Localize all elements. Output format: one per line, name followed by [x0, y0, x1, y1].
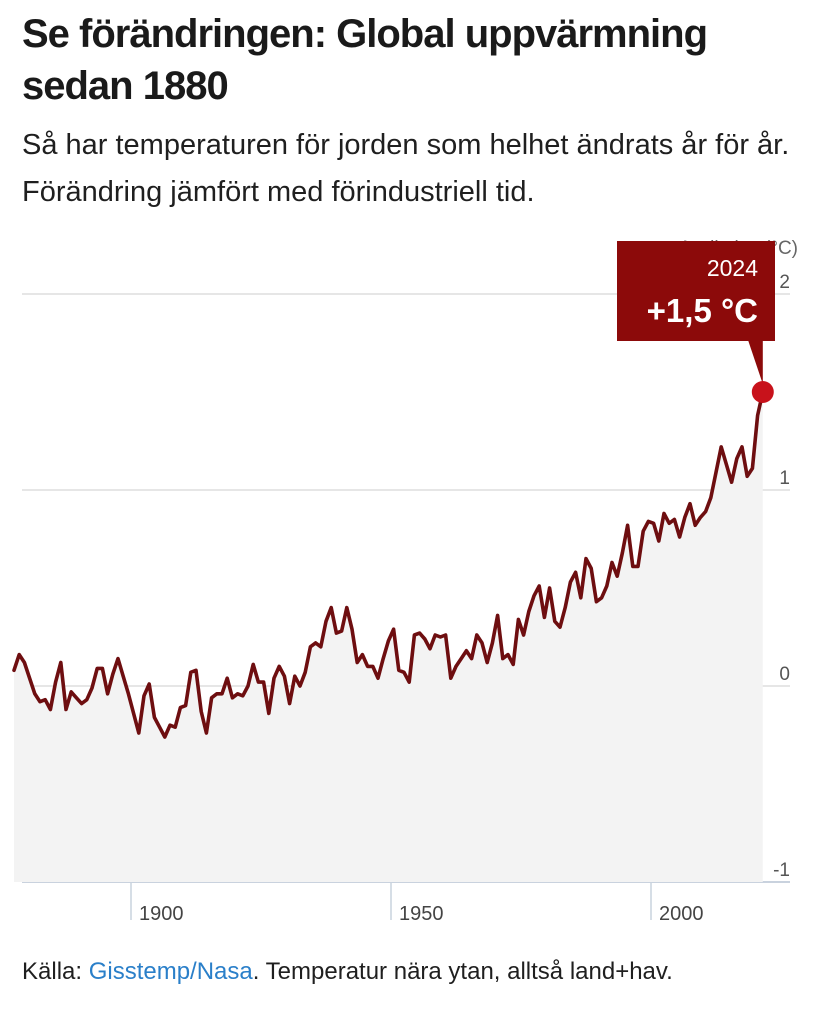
source-prefix: Källa:: [22, 958, 89, 985]
badge-box: [617, 241, 775, 341]
x-tick-label: 1900: [139, 903, 184, 925]
y-tick-label: 1: [779, 468, 790, 489]
x-tick-label: 2000: [659, 903, 704, 925]
y-tick-label: -1: [773, 860, 790, 881]
temperature-series-line: [12, 390, 765, 739]
y-tick-label: 2: [779, 272, 790, 293]
source-link[interactable]: Gisstemp/Nasa: [88, 958, 253, 985]
badge-value-label: +1,5 °C: [647, 292, 758, 329]
source-suffix: . Temperatur nära ytan, alltså land+hav.: [252, 958, 673, 985]
chart-subtitle: Så har temperaturen för jorden som helhe…: [22, 129, 790, 208]
highlight-badge: 2024 +1,5 °C: [617, 241, 775, 384]
y-tick-label: 0: [779, 664, 790, 685]
x-axis-ticks: 1900 1950 2000: [130, 882, 704, 925]
badge-pointer: [748, 340, 763, 384]
source-note: Källa: Gisstemp/Nasa. Temperatur nära yt…: [22, 954, 812, 990]
area-fill: [14, 392, 763, 882]
x-tick-label: 1950: [399, 903, 444, 925]
chart-title: Se förändringen: Global uppvärmning seda…: [22, 12, 708, 108]
badge-year-label: 2024: [707, 255, 758, 281]
endpoint-dot: [751, 381, 774, 403]
